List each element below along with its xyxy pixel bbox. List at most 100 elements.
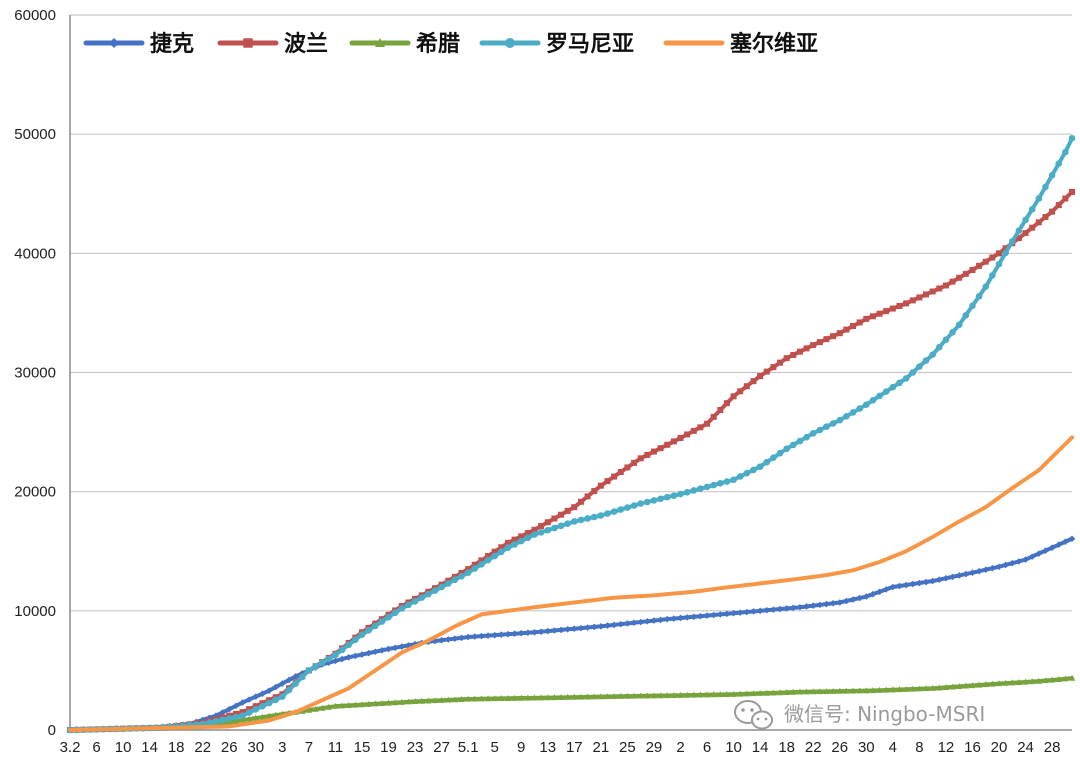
data-point	[982, 566, 990, 574]
legend-item: 捷克	[83, 31, 194, 57]
data-point	[783, 445, 790, 453]
data-point	[498, 695, 505, 702]
data-point	[584, 624, 591, 631]
data-point	[398, 643, 406, 650]
data-point	[418, 594, 425, 602]
data-point	[710, 691, 717, 698]
data-point	[604, 693, 611, 700]
data-point	[922, 578, 930, 586]
data-point	[790, 351, 797, 358]
data-point	[371, 648, 379, 656]
data-point	[936, 285, 943, 292]
data-point	[584, 515, 591, 522]
data-point	[498, 544, 505, 551]
data-point	[518, 533, 525, 540]
data-point	[610, 621, 618, 629]
data-point	[544, 627, 552, 635]
data-point	[650, 448, 657, 455]
data-point	[358, 701, 366, 708]
data-point	[1002, 245, 1009, 252]
data-point	[225, 718, 233, 725]
data-point	[1035, 195, 1043, 202]
data-point	[1022, 678, 1029, 685]
data-point	[929, 577, 936, 585]
data-point	[332, 702, 339, 709]
data-point	[617, 620, 625, 628]
data-point	[246, 706, 253, 713]
data-point	[491, 552, 498, 560]
data-point	[670, 492, 678, 499]
data-point	[869, 687, 877, 694]
data-point	[730, 609, 737, 617]
data-point	[544, 519, 551, 526]
watermark-text: 微信号: Ningbo-MSRI	[784, 702, 985, 726]
data-point	[810, 342, 817, 349]
data-point	[969, 267, 976, 274]
data-point	[305, 667, 313, 674]
data-point	[391, 609, 399, 617]
data-point	[1062, 148, 1069, 156]
data-point	[245, 715, 253, 722]
data-point	[465, 566, 472, 573]
data-point	[856, 405, 863, 412]
data-point	[285, 686, 293, 694]
data-point	[882, 686, 890, 693]
data-point	[882, 388, 890, 395]
x-tick-label: 8	[915, 739, 923, 756]
data-point	[504, 539, 511, 546]
legend-label: 罗马尼亚	[546, 32, 634, 57]
data-point	[239, 709, 246, 716]
x-tick-label: 5	[491, 739, 499, 756]
data-point	[710, 481, 717, 489]
data-point	[1055, 160, 1063, 167]
x-tick-label: 15	[354, 739, 371, 756]
data-point	[916, 685, 923, 692]
data-point	[484, 632, 492, 639]
data-point	[976, 262, 983, 269]
data-point	[1008, 238, 1016, 245]
data-point	[697, 485, 704, 492]
data-point	[252, 693, 260, 700]
data-point	[597, 482, 604, 489]
data-point	[232, 702, 240, 710]
data-point	[451, 635, 459, 642]
data-point	[995, 680, 1003, 687]
x-tick-label: 14	[141, 739, 158, 756]
data-point	[365, 626, 372, 634]
data-point	[478, 557, 485, 564]
data-point	[763, 689, 771, 696]
data-point	[657, 495, 664, 503]
data-point	[982, 258, 989, 265]
data-point	[378, 700, 386, 707]
data-point	[663, 615, 671, 623]
data-point	[504, 695, 512, 701]
data-point	[876, 686, 883, 693]
data-point	[1048, 171, 1056, 179]
data-point	[664, 441, 671, 448]
data-point	[923, 291, 930, 298]
data-point	[558, 511, 565, 518]
data-point	[259, 690, 266, 697]
x-tick-label: 5.1	[458, 739, 479, 756]
data-point	[757, 373, 764, 380]
data-point	[225, 705, 233, 713]
data-point	[1055, 202, 1062, 209]
data-point	[889, 305, 896, 312]
data-point	[551, 515, 558, 522]
data-point	[571, 518, 578, 525]
data-point	[889, 583, 897, 591]
data-point	[969, 682, 976, 689]
data-point	[511, 536, 518, 543]
data-point	[312, 705, 319, 712]
data-point	[272, 683, 280, 691]
data-point	[670, 692, 678, 698]
data-point	[776, 449, 784, 457]
data-point	[1069, 188, 1075, 195]
y-tick-label: 50000	[14, 126, 56, 143]
data-point	[816, 339, 823, 346]
data-point	[590, 693, 598, 700]
data-point	[484, 556, 492, 564]
x-tick-label: 10	[725, 739, 742, 756]
data-point	[902, 685, 910, 692]
watermark: 微信号: Ningbo-MSRI	[734, 700, 985, 730]
